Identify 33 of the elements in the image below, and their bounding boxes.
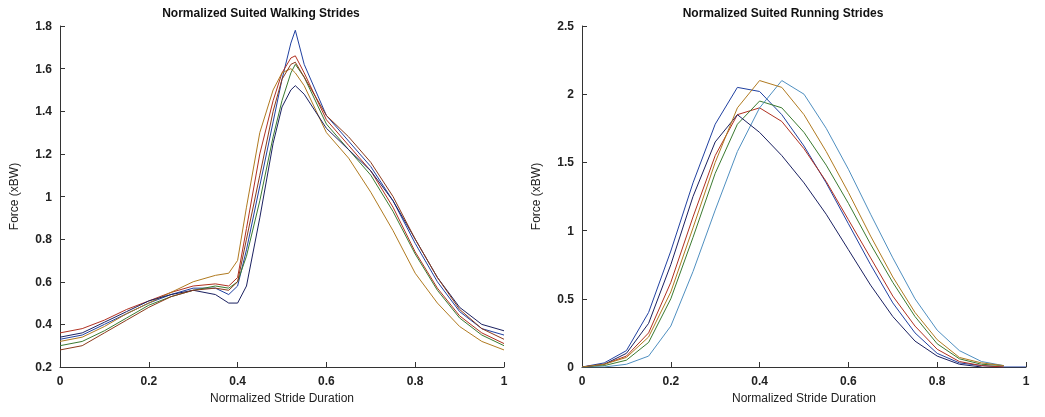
y-tick-label: 1.2 xyxy=(35,146,53,161)
y-tick-label: 1 xyxy=(45,189,53,204)
chart-title: Normalized Suited Running Strides xyxy=(682,6,884,20)
x-axis-title: Normalized Stride Duration xyxy=(209,390,355,405)
x-tick-label: 1 xyxy=(500,374,508,388)
y-tick-label: 0.2 xyxy=(35,360,53,374)
y-tick-label: 1.4 xyxy=(35,104,53,119)
y-tick-label: 1 xyxy=(567,223,575,238)
y-tick-label: 2 xyxy=(567,87,575,102)
x-tick-label: 0.6 xyxy=(318,374,336,388)
y-tick-label: 0 xyxy=(567,360,575,374)
y-tick-label: 0.8 xyxy=(35,232,53,247)
x-tick-label: 0.6 xyxy=(840,374,858,388)
x-tick-label: 1 xyxy=(1022,374,1030,388)
x-tick-label: 0 xyxy=(578,374,586,388)
x-tick-label: 0.4 xyxy=(751,374,769,388)
y-axis-title: Force (xBW) xyxy=(529,162,543,231)
y-tick-label: 2.5 xyxy=(557,19,575,33)
y-tick-label: 1.6 xyxy=(35,61,53,76)
y-tick-label: 0.4 xyxy=(35,317,53,332)
x-tick-label: 0.4 xyxy=(229,374,247,388)
y-tick-label: 0.6 xyxy=(35,274,53,289)
x-tick-label: 0 xyxy=(56,374,64,388)
y-axis-title: Force (xBW) xyxy=(7,162,21,231)
x-tick-label: 0.2 xyxy=(140,374,158,388)
y-tick-label: 0.5 xyxy=(557,291,575,306)
x-tick-label: 0.8 xyxy=(928,374,946,388)
y-tick-label: 1.5 xyxy=(557,155,575,170)
x-tick-label: 0.2 xyxy=(662,374,680,388)
y-tick-label: 1.8 xyxy=(35,19,53,33)
x-tick-label: 0.8 xyxy=(406,374,424,388)
x-axis-title: Normalized Stride Duration xyxy=(731,390,877,405)
chart-title: Normalized Suited Walking Strides xyxy=(162,6,361,20)
